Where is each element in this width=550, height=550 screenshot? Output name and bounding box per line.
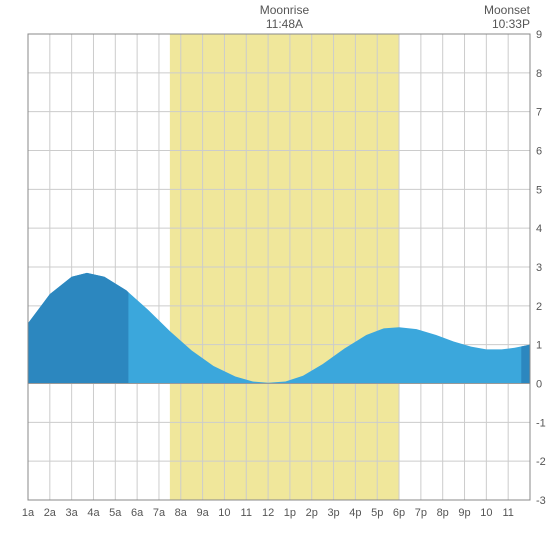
x-tick-label: 1a xyxy=(22,507,35,519)
y-tick-label: 6 xyxy=(536,146,542,158)
y-tick-label: 2 xyxy=(536,301,542,313)
x-tick-label: 12 xyxy=(262,507,274,519)
x-tick-label: 5a xyxy=(109,507,122,519)
x-tick-label: 7a xyxy=(153,507,166,519)
x-tick-label: 3a xyxy=(66,507,79,519)
chart-svg: -3-2-101234567891a2a3a4a5a6a7a8a9a101112… xyxy=(0,0,550,550)
x-tick-label: 9p xyxy=(458,507,470,519)
x-tick-label: 2p xyxy=(306,507,318,519)
tide-chart: -3-2-101234567891a2a3a4a5a6a7a8a9a101112… xyxy=(0,0,550,550)
x-tick-label: 2a xyxy=(44,507,57,519)
x-tick-label: 8a xyxy=(175,507,188,519)
y-tick-label: 3 xyxy=(536,262,542,274)
tide-area-night xyxy=(521,345,530,384)
moonrise-label: Moonrise xyxy=(260,3,310,17)
y-tick-label: 8 xyxy=(536,68,542,80)
y-tick-label: 1 xyxy=(536,340,542,352)
y-tick-label: 9 xyxy=(536,29,542,41)
x-tick-label: 7p xyxy=(415,507,427,519)
x-tick-label: 4p xyxy=(349,507,361,519)
moonset-time: 10:33P xyxy=(492,17,530,31)
x-tick-label: 3p xyxy=(327,507,339,519)
x-tick-label: 6a xyxy=(131,507,144,519)
y-tick-label: -2 xyxy=(536,456,546,468)
y-tick-label: -1 xyxy=(536,417,546,429)
x-tick-label: 10 xyxy=(218,507,230,519)
x-tick-label: 5p xyxy=(371,507,383,519)
x-tick-label: 1p xyxy=(284,507,296,519)
x-tick-label: 9a xyxy=(196,507,209,519)
y-tick-label: 5 xyxy=(536,184,542,196)
y-tick-label: 0 xyxy=(536,379,542,391)
x-tick-label: 11 xyxy=(502,507,513,519)
y-tick-label: -3 xyxy=(536,495,546,507)
moonset-label: Moonset xyxy=(484,3,531,17)
x-tick-label: 4a xyxy=(87,507,100,519)
x-tick-label: 11 xyxy=(241,507,252,519)
moonrise-time: 11:48A xyxy=(266,17,303,31)
y-tick-label: 7 xyxy=(536,107,542,119)
x-tick-label: 6p xyxy=(393,507,405,519)
x-tick-label: 8p xyxy=(437,507,449,519)
y-tick-label: 4 xyxy=(536,223,542,235)
x-tick-label: 10 xyxy=(480,507,492,519)
